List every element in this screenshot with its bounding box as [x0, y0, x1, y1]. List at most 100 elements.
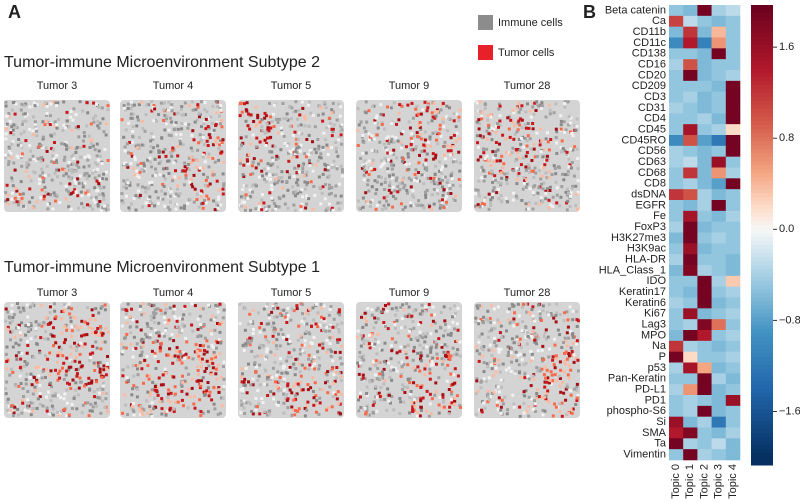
cell-dot	[101, 117, 105, 121]
cell-dot	[330, 367, 334, 371]
cell-dot	[124, 403, 128, 407]
cell-dot	[274, 303, 278, 307]
cell-dot	[189, 155, 193, 159]
cell-dot	[506, 310, 510, 314]
cell-dot	[372, 362, 375, 366]
cell-dot	[271, 208, 275, 212]
cell-dot	[533, 166, 537, 170]
cell-dot	[147, 185, 151, 189]
row-label: Ta	[654, 438, 667, 450]
cell-dot	[359, 120, 363, 124]
colorbar-step	[751, 193, 773, 198]
cell-dot	[79, 341, 83, 345]
colorbar-step	[751, 373, 773, 378]
cell-dot	[267, 313, 271, 317]
cell-dot	[47, 390, 50, 394]
cell-dot	[294, 409, 297, 413]
cell-dot	[477, 304, 481, 308]
cell-dot	[439, 326, 443, 330]
heat-cell	[725, 232, 741, 244]
cell-dot	[445, 144, 449, 148]
cell-dot	[544, 137, 548, 141]
cell-dot	[407, 176, 411, 180]
cell-dot	[516, 148, 520, 151]
cell-dot	[186, 126, 190, 130]
cell-dot	[492, 307, 496, 311]
heat-cell	[697, 405, 712, 417]
cell-dot	[459, 405, 462, 409]
cell-dot	[202, 151, 206, 155]
cell-dot	[406, 155, 410, 159]
cell-dot	[76, 328, 80, 332]
cell-dot	[92, 120, 96, 124]
cell-dot	[374, 373, 377, 377]
cell-dot	[44, 330, 48, 333]
cell-dot	[567, 115, 571, 118]
cell-dot	[218, 330, 222, 334]
cell-dot	[265, 142, 269, 146]
cell-dot	[494, 153, 497, 157]
cell-dot	[15, 189, 19, 193]
cell-dot	[565, 331, 569, 335]
cell-dot	[534, 109, 538, 112]
cell-dot	[132, 103, 136, 107]
cell-dot	[277, 332, 280, 336]
cell-dot	[33, 120, 37, 124]
cell-dot	[208, 390, 212, 394]
cell-dot	[377, 340, 380, 344]
cell-dot	[285, 180, 289, 183]
cell-dot	[390, 395, 394, 398]
cell-dot	[99, 325, 102, 328]
cell-dot	[176, 154, 180, 158]
cell-dot	[221, 316, 225, 320]
cell-dot	[253, 361, 257, 365]
cell-dot	[19, 368, 23, 372]
cell-dot	[455, 322, 459, 326]
colorbar-step	[751, 61, 773, 66]
cell-dot	[251, 383, 255, 387]
cell-dot	[62, 377, 66, 381]
colorbar-step	[751, 249, 773, 254]
cell-dot	[154, 171, 158, 175]
cell-dot	[335, 366, 339, 369]
cell-dot	[270, 187, 274, 191]
heat-cell	[669, 80, 684, 92]
cell-dot	[430, 119, 434, 123]
cell-dot	[543, 154, 547, 158]
cell-dot	[62, 123, 66, 127]
cell-dot	[478, 205, 482, 209]
cell-dot	[308, 159, 311, 163]
cell-dot	[385, 136, 389, 140]
cell-dot	[288, 340, 292, 343]
cell-dot	[295, 146, 299, 150]
row-label: Ki67	[644, 308, 666, 320]
cell-dot	[206, 175, 209, 179]
cell-dot	[435, 342, 439, 346]
cell-dot	[480, 176, 484, 180]
cell-dot	[533, 338, 537, 342]
cell-dot	[277, 379, 281, 383]
row-label: CD4	[644, 113, 666, 125]
cell-dot	[325, 351, 329, 354]
cell-dot	[280, 170, 284, 174]
cell-dot	[286, 406, 290, 410]
heat-cell	[725, 37, 741, 49]
cell-dot	[181, 143, 185, 147]
cell-dot	[373, 167, 377, 171]
cell-dot	[120, 342, 124, 346]
cell-dot	[416, 112, 420, 116]
cell-dot	[497, 338, 501, 342]
cell-dot	[165, 114, 169, 118]
cell-dot	[307, 367, 311, 371]
colorbar-tick-label: 0.8	[779, 132, 794, 144]
cell-dot	[133, 173, 137, 177]
cell-dot	[162, 118, 165, 122]
cell-dot	[518, 405, 522, 409]
cell-dot	[540, 104, 544, 108]
cell-dot	[99, 411, 103, 415]
cell-dot	[574, 357, 578, 360]
cell-dot	[478, 134, 482, 138]
cell-dot	[370, 185, 374, 189]
row-label: FoxP3	[634, 221, 666, 233]
heat-cell	[669, 232, 684, 244]
